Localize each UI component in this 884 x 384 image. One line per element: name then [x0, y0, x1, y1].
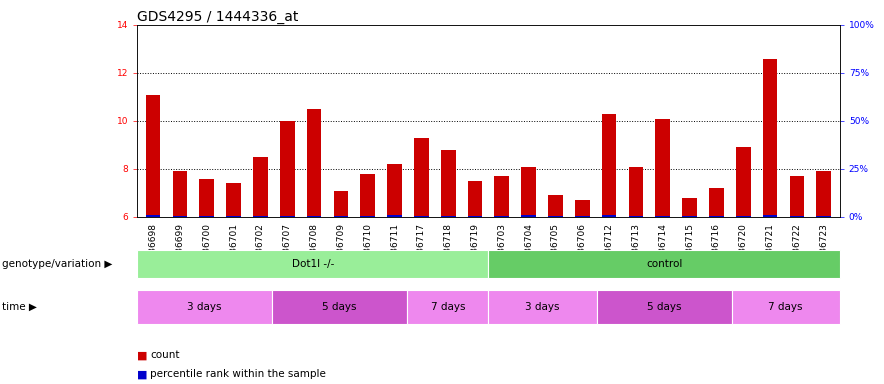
Bar [732, 290, 840, 324]
Text: ■: ■ [137, 369, 151, 379]
Bar [253, 157, 268, 217]
Bar [146, 215, 161, 217]
Bar [414, 138, 429, 217]
Bar [172, 171, 187, 217]
Bar [200, 179, 214, 217]
Text: genotype/variation ▶: genotype/variation ▶ [2, 259, 112, 269]
Bar [172, 216, 187, 217]
Bar [333, 190, 348, 217]
Bar [763, 215, 777, 217]
Bar [200, 216, 214, 217]
Text: Dot1l -/-: Dot1l -/- [292, 259, 334, 269]
Bar [548, 216, 563, 217]
Bar [137, 250, 489, 278]
Text: percentile rank within the sample: percentile rank within the sample [150, 369, 326, 379]
Bar [226, 184, 241, 217]
Bar [602, 114, 616, 217]
Bar [137, 290, 272, 324]
Bar [280, 216, 294, 217]
Bar [789, 176, 804, 217]
Bar [494, 176, 509, 217]
Text: control: control [646, 259, 682, 269]
Bar [735, 216, 751, 217]
Bar [441, 150, 455, 217]
Bar [272, 290, 408, 324]
Bar [816, 171, 831, 217]
Text: 7 days: 7 days [768, 302, 803, 312]
Bar [361, 174, 375, 217]
Bar [468, 181, 483, 217]
Bar [361, 216, 375, 217]
Bar [629, 216, 644, 217]
Bar [522, 167, 536, 217]
Bar [253, 215, 268, 217]
Bar [655, 216, 670, 217]
Bar [489, 290, 597, 324]
Text: time ▶: time ▶ [2, 302, 36, 312]
Bar [709, 188, 724, 217]
Bar [789, 216, 804, 217]
Bar [226, 216, 241, 217]
Text: 5 days: 5 days [647, 302, 682, 312]
Bar [307, 109, 322, 217]
Bar [763, 59, 777, 217]
Bar [597, 290, 732, 324]
Bar [489, 250, 840, 278]
Text: 3 days: 3 days [525, 302, 560, 312]
Text: GDS4295 / 1444336_at: GDS4295 / 1444336_at [137, 10, 299, 24]
Bar [494, 216, 509, 217]
Text: 5 days: 5 days [323, 302, 357, 312]
Bar [414, 215, 429, 217]
Bar [629, 167, 644, 217]
Bar [387, 164, 402, 217]
Text: count: count [150, 350, 179, 360]
Bar [655, 119, 670, 217]
Text: ■: ■ [137, 350, 151, 360]
Bar [575, 216, 590, 217]
Bar [387, 215, 402, 217]
Bar [682, 198, 697, 217]
Bar [441, 215, 455, 217]
Bar [333, 216, 348, 217]
Bar [575, 200, 590, 217]
Text: 3 days: 3 days [187, 302, 222, 312]
Bar [280, 121, 294, 217]
Bar [408, 290, 489, 324]
Text: 7 days: 7 days [431, 302, 465, 312]
Bar [816, 216, 831, 217]
Bar [602, 215, 616, 217]
Bar [468, 216, 483, 217]
Bar [682, 216, 697, 217]
Bar [735, 147, 751, 217]
Bar [709, 216, 724, 217]
Bar [146, 94, 161, 217]
Bar [522, 215, 536, 217]
Bar [548, 195, 563, 217]
Bar [307, 215, 322, 217]
